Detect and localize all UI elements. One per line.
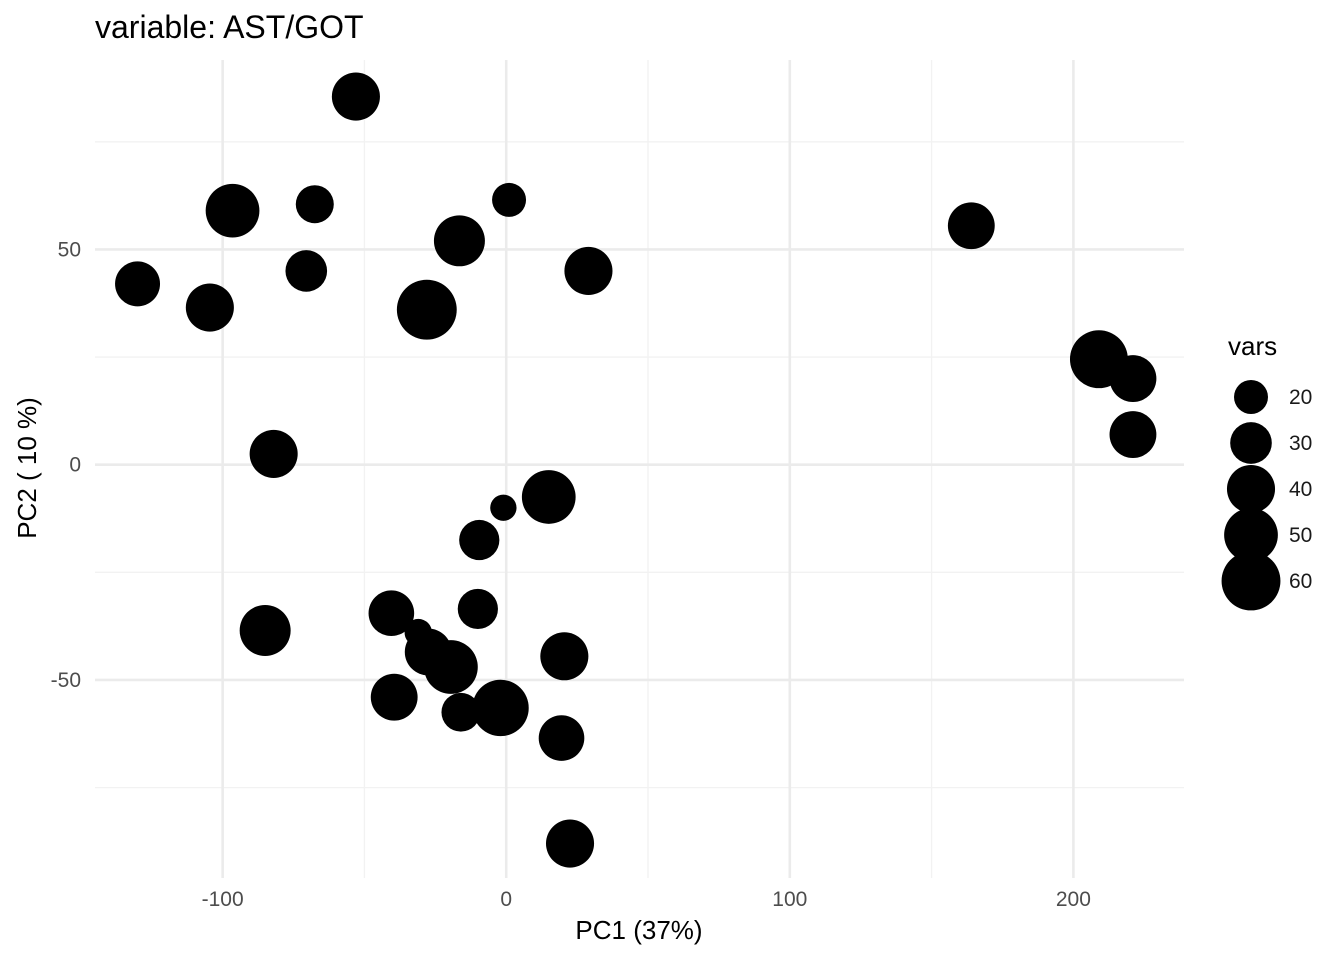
data-point: [285, 250, 328, 292]
data-point: [459, 519, 500, 561]
data-point: [521, 470, 576, 524]
data-point: [947, 202, 995, 250]
data-points: [115, 72, 1157, 868]
data-point: [396, 279, 457, 340]
x-tick-label: 0: [500, 888, 512, 911]
major-gridlines: [95, 60, 1184, 878]
legend-key-circle: [1230, 422, 1272, 464]
x-axis-title: PC1 (37%): [575, 915, 702, 945]
y-tick-label: 0: [69, 454, 81, 477]
legend-key-label: 60: [1289, 570, 1312, 593]
x-tick-label: 200: [1056, 888, 1091, 911]
y-axis-title: PC2 ( 10 %): [12, 397, 42, 539]
data-point: [115, 261, 161, 307]
data-point: [492, 182, 527, 217]
chart-title: variable: AST/GOT: [95, 9, 364, 45]
legend-key-circle: [1234, 380, 1268, 414]
legend-key-circle: [1221, 551, 1281, 611]
data-point: [545, 819, 595, 868]
data-point: [472, 679, 529, 737]
data-point: [331, 72, 380, 121]
x-tick-label: 100: [772, 888, 807, 911]
data-point: [424, 640, 478, 694]
data-point: [433, 215, 485, 267]
data-point: [205, 183, 260, 238]
data-point: [185, 283, 234, 332]
data-point: [564, 246, 613, 295]
legend-key-circle: [1224, 508, 1278, 562]
data-point: [1109, 355, 1157, 403]
data-point: [368, 590, 415, 637]
legend-key-circle: [1226, 464, 1276, 514]
size-legend: vars 20 30 40 50 60: [1221, 331, 1312, 611]
y-axis-tick-labels: -50 0 50: [51, 238, 81, 692]
legend-key-label: 50: [1289, 524, 1312, 547]
y-tick-label: 50: [58, 238, 81, 261]
x-tick-label: -100: [202, 888, 244, 911]
data-point: [1109, 411, 1157, 458]
legend-title: vars: [1228, 331, 1277, 361]
y-tick-label: -50: [51, 669, 81, 692]
data-point: [295, 185, 334, 224]
legend-key-label: 20: [1289, 386, 1312, 409]
minor-gridlines: [95, 60, 1184, 878]
data-point: [249, 429, 298, 478]
data-point: [239, 604, 291, 656]
legend-key-label: 30: [1289, 432, 1312, 455]
data-point: [457, 588, 498, 630]
data-point: [538, 715, 585, 761]
legend-key-label: 40: [1289, 478, 1312, 501]
data-point: [540, 632, 589, 681]
data-point: [441, 692, 481, 732]
data-point: [370, 673, 418, 721]
data-point: [490, 494, 517, 521]
x-axis-tick-labels: -100 0 100 200: [202, 888, 1091, 911]
